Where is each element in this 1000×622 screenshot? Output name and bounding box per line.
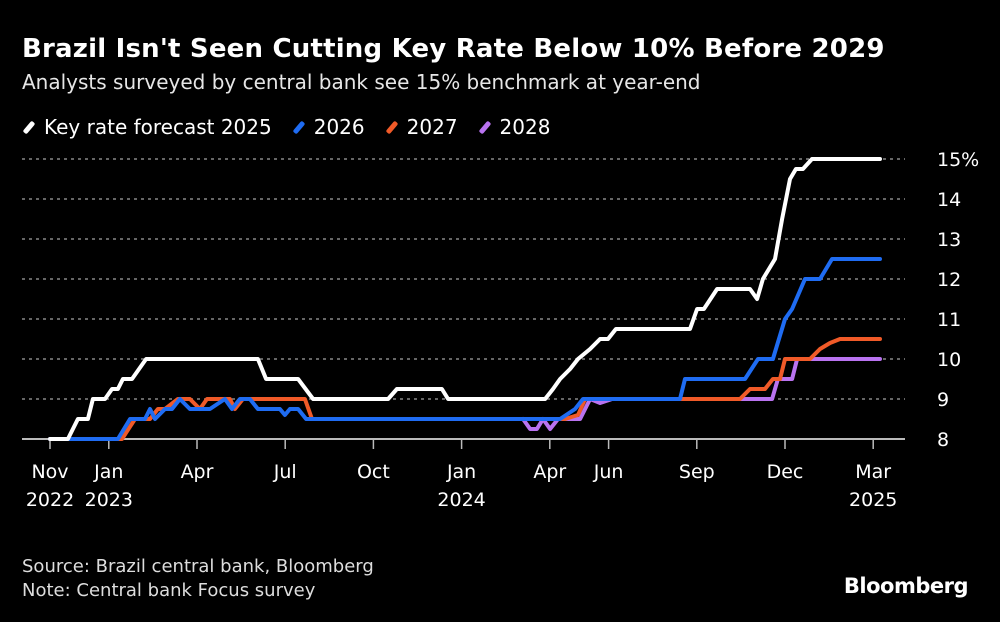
legend-item: Key rate forecast 2025: [22, 115, 272, 139]
chart-title: Brazil Isn't Seen Cutting Key Rate Below…: [22, 34, 885, 64]
source-note: Source: Brazil central bank, Bloomberg: [22, 556, 374, 577]
x-tick-label: Dec: [767, 461, 804, 483]
x-tick-label: Mar: [855, 461, 891, 483]
chart-subtitle: Analysts surveyed by central bank see 15…: [22, 70, 701, 94]
series-line-2026: [48, 257, 882, 441]
x-tick-year-label: 2022: [26, 489, 74, 511]
legend-label: Key rate forecast 2025: [44, 115, 272, 139]
x-tick-label: Jan: [446, 461, 476, 483]
series-line-2027: [48, 337, 882, 441]
y-tick-label: 9: [937, 389, 949, 411]
bloomberg-logo: Bloomberg: [843, 574, 969, 598]
y-tick-label: 11: [937, 309, 961, 331]
series-line-2028: [521, 357, 882, 431]
x-tick-label: Jul: [273, 461, 297, 483]
legend: Key rate forecast 2025 2026 2027 2028: [22, 115, 550, 139]
series-line-key-rate-forecast-2025: [48, 157, 882, 441]
x-tick-label: Sep: [679, 461, 715, 483]
footnote: Note: Central bank Focus survey: [22, 580, 316, 601]
x-tick-label: Apr: [181, 461, 214, 483]
x-tick-label: Apr: [533, 461, 566, 483]
y-tick-label: 8: [937, 429, 949, 451]
legend-label: 2026: [313, 115, 365, 139]
legend-item: 2027: [385, 115, 458, 139]
x-tick-year-label: 2025: [849, 489, 897, 511]
x-tick-year-label: 2024: [437, 489, 485, 511]
y-tick-label: 14: [937, 189, 961, 211]
legend-item: 2026: [292, 115, 365, 139]
x-tick-label: Oct: [357, 461, 390, 483]
x-tick-label: Jun: [593, 461, 624, 483]
x-tick-year-label: 2023: [85, 489, 133, 511]
legend-label: 2028: [499, 115, 551, 139]
x-tick-label: Jan: [93, 461, 123, 483]
legend-item: 2028: [478, 115, 551, 139]
legend-label: 2027: [406, 115, 458, 139]
y-tick-label: 12: [937, 269, 961, 291]
y-tick-label: 15%: [937, 149, 979, 171]
x-tick-label: Nov: [31, 461, 68, 483]
y-tick-label: 13: [937, 229, 961, 251]
y-tick-label: 10: [937, 349, 961, 371]
